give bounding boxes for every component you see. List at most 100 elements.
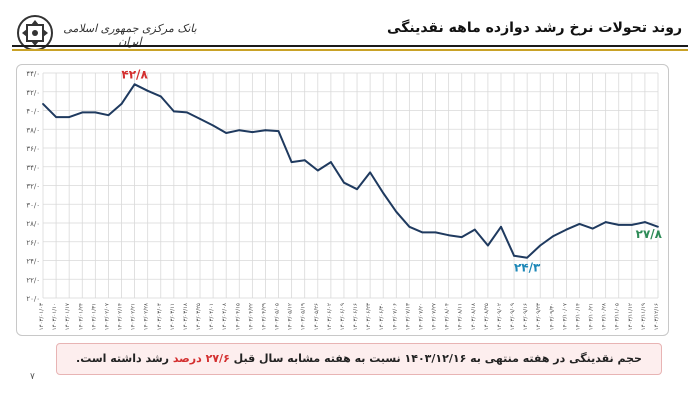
x-tick-label: ۱۴۰۳/۰۶/۰۲ [327, 303, 333, 330]
note-prefix: حجم نقدینگی در هفته منتهی به ۱۴۰۳/۱۲/۱۶ … [233, 352, 642, 365]
x-tick-label: ۱۴۰۳/۰۳/۱۱ [170, 303, 176, 330]
x-tick-label: ۱۴۰۳/۰۸/۲۵ [484, 303, 490, 330]
x-tick-label: ۱۴۰۳/۰۷/۰۶ [392, 303, 398, 330]
data-label-min: ۲۴/۳ [514, 261, 541, 275]
data-point [186, 111, 188, 114]
data-label-last: ۲۷/۸ [636, 227, 663, 241]
liquidity-growth-line [42, 83, 659, 259]
x-tick-label: ۱۴۰۳/۱۰/۲۸ [602, 303, 608, 330]
y-tick-label: ۳۰/۰ [26, 201, 40, 209]
data-point [146, 89, 149, 92]
x-tick-label: ۱۴۰۳/۰۶/۳۰ [379, 303, 385, 330]
x-tick-label: ۱۴۰۳/۰۱/۳۱ [91, 303, 97, 330]
data-point [369, 171, 372, 174]
data-point [120, 103, 123, 105]
data-point [460, 236, 463, 238]
x-tick-label: ۱۴۰۳/۰۱/۱۰ [52, 303, 58, 330]
data-point [251, 131, 254, 133]
page-number: ۷ [30, 372, 35, 382]
data-point [199, 118, 201, 120]
x-tick-label: ۱۴۰۳/۰۷/۲۰ [418, 303, 424, 330]
data-point [644, 221, 646, 223]
x-tick-label: ۱۴۰۳/۱۱/۱۲ [628, 303, 634, 330]
y-tick-label: ۲۲/۰ [26, 276, 40, 284]
x-tick-label: ۱۴۰۳/۰۶/۰۹ [340, 303, 346, 330]
x-tick-label: ۱۴۰۳/۱۰/۰۷ [562, 303, 568, 330]
data-point [55, 116, 57, 118]
data-point [356, 188, 358, 191]
grid [42, 72, 659, 299]
data-point [578, 223, 581, 225]
data-point [264, 129, 267, 132]
y-axis-ticks: ۲۰/۰ ۲۲/۰ ۲۴/۰ ۲۶/۰ ۲۸/۰ ۳۰/۰ ۳۲/۰ ۳۴/۰ ۳۶/۰ ۳۸/۰… [26, 70, 40, 303]
x-tick-label: ۱۴۰۳/۰۱/۰۳ [39, 303, 45, 330]
data-point [343, 181, 345, 184]
data-points [42, 83, 659, 259]
data-point [486, 244, 489, 247]
x-tick-label: ۱۴۰۳/۰۶/۱۶ [353, 303, 359, 330]
summary-note: حجم نقدینگی در هفته منتهی به ۱۴۰۳/۱۲/۱۶ … [56, 343, 662, 375]
y-tick-label: ۳۲/۰ [26, 183, 40, 191]
data-point [68, 116, 71, 118]
data-point [395, 210, 398, 213]
data-point [277, 130, 280, 133]
data-point [513, 254, 515, 257]
x-tick-label: ۱۴۰۳/۰۱/۲۴ [78, 303, 84, 330]
y-tick-label: ۴۲/۰ [26, 89, 40, 97]
data-point [657, 225, 659, 228]
x-tick-label: ۱۴۰۳/۱۲/۱۶ [654, 303, 660, 330]
data-point [382, 192, 385, 194]
data-point [421, 231, 424, 234]
x-tick-label: ۱۴۰۳/۱۱/۱۹ [641, 303, 647, 330]
data-point [434, 231, 437, 234]
data-point [159, 95, 162, 98]
data-point [500, 225, 502, 228]
data-point [539, 244, 542, 247]
x-tick-label: ۱۴۰۳/۰۴/۰۸ [222, 303, 228, 330]
page-title: روند تحولات نرخ رشد دوازده ماهه نقدینگی [387, 20, 682, 36]
x-tick-label: ۱۴۰۳/۰۴/۱۵ [235, 303, 241, 330]
x-tick-label: ۱۴۰۳/۱۰/۱۴ [575, 303, 581, 330]
x-tick-label: ۱۴۰۳/۰۳/۱۸ [183, 303, 189, 330]
chart-container: ۲۰/۰ ۲۲/۰ ۲۴/۰ ۲۶/۰ ۲۸/۰ ۳۰/۰ ۳۲/۰ ۳۴/۰ ۳۶/۰ ۳۸/۰… [16, 64, 669, 336]
line-chart: ۲۰/۰ ۲۲/۰ ۲۴/۰ ۲۶/۰ ۲۸/۰ ۳۰/۰ ۳۲/۰ ۳۴/۰ ۳۶/۰ ۳۸/۰… [26, 67, 662, 330]
y-tick-label: ۳۶/۰ [26, 145, 40, 153]
header-divider [12, 45, 688, 47]
data-point [212, 124, 215, 127]
x-tick-label: ۱۴۰۳/۱۰/۲۱ [589, 303, 595, 330]
data-point [604, 221, 607, 223]
x-tick-label: ۱۴۰۳/۰۶/۲۳ [366, 303, 372, 330]
note-suffix: رشد داشته است. [76, 352, 169, 365]
x-tick-label: ۱۴۰۳/۰۵/۱۲ [288, 303, 294, 330]
x-tick-label: ۱۴۰۳/۰۹/۲۳ [536, 303, 542, 330]
x-tick-label: ۱۴۰۳/۰۱/۱۷ [65, 303, 71, 330]
data-point [473, 228, 476, 231]
x-tick-label: ۱۴۰۳/۰۷/۱۳ [405, 303, 411, 330]
data-point [107, 114, 110, 117]
x-tick-label: ۱۴۰۳/۰۵/۱۹ [301, 303, 307, 330]
x-tick-label: ۱۴۰۳/۱۱/۰۵ [615, 303, 621, 330]
x-tick-label: ۱۴۰۳/۰۸/۱۱ [458, 303, 464, 330]
header-divider-accent [12, 49, 688, 51]
x-tick-label: ۱۴۰۳/۰۴/۰۱ [209, 303, 215, 330]
data-labels: ۴۲/۸ ۲۴/۳ ۲۷/۸ [121, 67, 662, 274]
data-point [617, 223, 620, 226]
data-point [290, 161, 293, 163]
x-tick-label: ۱۴۰۳/۰۸/۱۸ [471, 303, 477, 330]
data-point [552, 235, 555, 238]
data-point [172, 110, 175, 113]
data-point [630, 223, 633, 226]
data-point [133, 83, 136, 86]
data-point [329, 161, 332, 163]
x-tick-label: ۱۴۰۳/۰۸/۰۴ [445, 303, 451, 330]
data-point [408, 225, 411, 228]
data-point [447, 234, 450, 237]
x-tick-label: ۱۴۰۳/۰۹/۱۶ [523, 303, 529, 330]
y-tick-label: ۲۶/۰ [26, 239, 40, 247]
y-tick-label: ۴۰/۰ [26, 108, 40, 116]
x-tick-label: ۱۴۰۳/۰۲/۲۸ [144, 303, 150, 330]
y-tick-label: ۴۴/۰ [26, 70, 40, 78]
data-point [591, 227, 594, 230]
note-growth-rate: ۲۷/۶ درصد [172, 352, 230, 365]
x-tick-label: ۱۴۰۳/۰۷/۲۷ [432, 303, 438, 330]
